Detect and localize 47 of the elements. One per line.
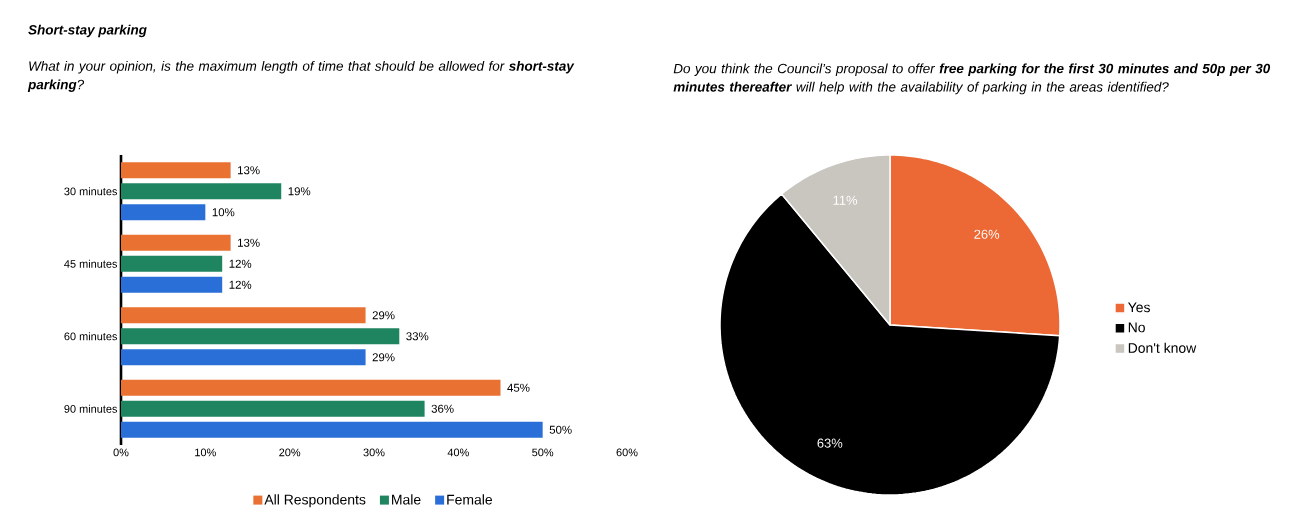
x-tick-label: 40%	[447, 448, 469, 457]
x-tick-label: 10%	[195, 448, 216, 457]
data-label: 12%	[229, 280, 252, 289]
bar	[121, 204, 206, 221]
data-label: 10%	[212, 208, 235, 217]
data-label: 19%	[288, 187, 311, 196]
bar	[121, 421, 543, 438]
bar	[121, 162, 231, 179]
data-label: 63%	[817, 438, 843, 448]
legend-label: Yes	[1128, 302, 1150, 313]
x-tick-label: 20%	[279, 448, 301, 457]
bar	[121, 328, 400, 345]
data-label: 45%	[507, 383, 530, 392]
chart-title: Do you think the Council’s proposal to offer free parking for the first 30 minutes and 50p per 30 minutes thereafter will help with the availability of parking in the areas identified?	[673, 63, 1271, 95]
data-label: 33%	[406, 332, 429, 341]
bar	[121, 379, 501, 396]
y-tick-label: 30 minutes	[64, 187, 118, 196]
data-label: 36%	[431, 404, 454, 413]
bar	[121, 276, 223, 293]
x-tick-label: 30%	[363, 448, 385, 457]
data-label: 11%	[833, 195, 858, 205]
legend-label: Female	[447, 494, 493, 505]
text: What in your opinion, is the maximum length of time that should be allowed for short-stay parking?	[27, 60, 575, 92]
x-tick-label: 0%	[113, 448, 129, 457]
y-tick-label: 45 minutes	[64, 259, 118, 268]
data-label: 29%	[372, 311, 395, 320]
bar	[121, 255, 223, 272]
legend-label: All Respondents	[264, 494, 366, 508]
data-label: 50%	[549, 425, 572, 434]
bar	[121, 307, 366, 324]
legend-label: Don't know	[1128, 342, 1197, 353]
legend-label: No	[1128, 322, 1145, 333]
legend-label: Male	[392, 494, 421, 505]
y-tick-label: 60 minutes	[64, 332, 118, 341]
data-label: 26%	[974, 229, 1000, 239]
bar	[121, 349, 366, 366]
bar	[121, 234, 231, 251]
chart-title: Short-stay parking	[28, 24, 147, 38]
data-label: 29%	[372, 353, 395, 362]
data-label: 13%	[238, 238, 260, 247]
y-tick-label: 90 minutes	[64, 404, 118, 413]
data-label: 13%	[238, 166, 260, 175]
x-tick-label: 60%	[616, 448, 638, 457]
bar	[121, 183, 282, 200]
bar	[121, 400, 425, 417]
x-tick-label: 50%	[532, 448, 554, 457]
data-label: 12%	[229, 259, 252, 268]
